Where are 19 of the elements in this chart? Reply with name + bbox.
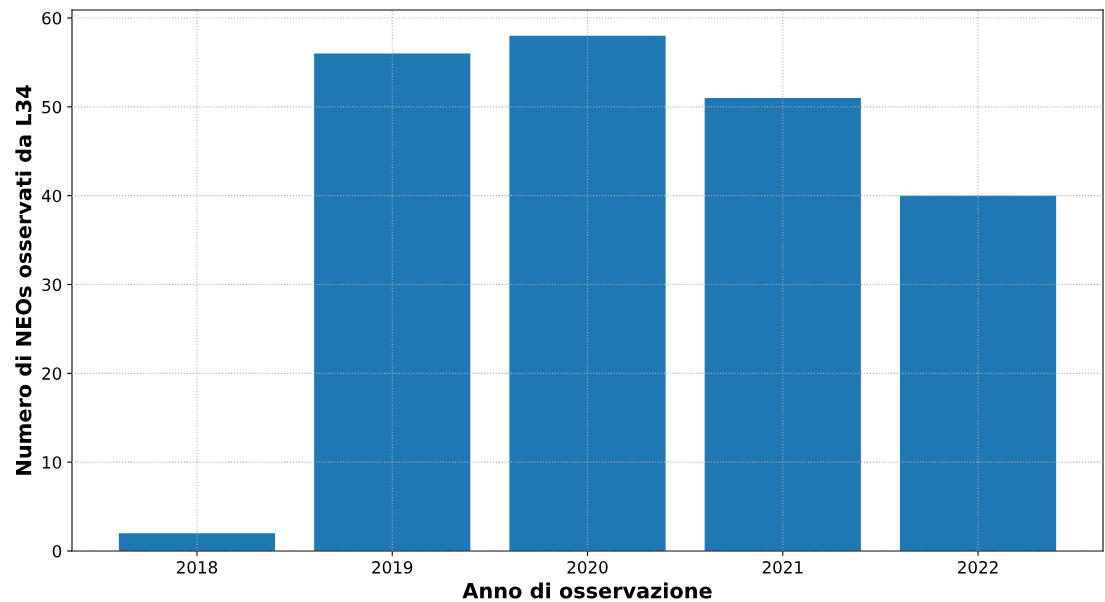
- y-tick-label: 60: [42, 11, 62, 25]
- bar: [314, 53, 471, 551]
- y-tick-label: 40: [41, 189, 62, 203]
- x-tick-label: 2018: [176, 561, 218, 574]
- y-tick-label: 30: [42, 278, 62, 292]
- y-tick-label: 10: [42, 456, 62, 469]
- x-tick-label: 2020: [567, 561, 608, 574]
- y-tick-label: 50: [42, 100, 62, 114]
- bar: [704, 97, 861, 551]
- x-tick-label: 2022: [958, 561, 998, 574]
- x-tick-label: 2019: [372, 561, 413, 574]
- bar: [509, 35, 666, 551]
- y-tick-label: 0: [52, 544, 62, 558]
- x-tick-label: 2021: [762, 561, 803, 574]
- bar: [899, 195, 1057, 551]
- y-axis-title: Numero di NEOs osservati da L34: [15, 85, 32, 475]
- x-axis-title: Anno di osservazione: [462, 582, 712, 599]
- bar: [118, 533, 276, 551]
- y-tick-label: 20: [42, 367, 62, 380]
